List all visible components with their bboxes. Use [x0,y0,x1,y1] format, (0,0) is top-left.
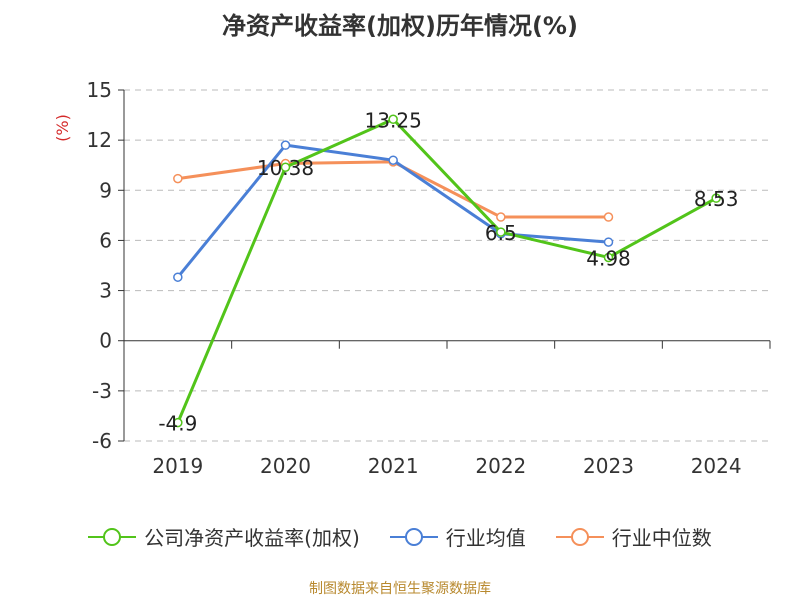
x-tick-label: 2021 [368,454,419,478]
legend-item-company[interactable]: 公司净资产收益率(加权) [88,522,360,551]
chart-plot: 15 12 9 6 3 0 -3 -6 (%) 2019 2020 2021 2022 2023 2024 -… [53,78,771,478]
series-line-company [176,117,717,424]
chart-title: 净资产收益率(加权)历年情况(%) [222,12,578,40]
y-tick-label: 15 [87,78,112,102]
data-label: 10.38 [257,156,314,180]
data-label: -4.9 [158,412,197,436]
x-tick-label: 2020 [260,454,311,478]
x-tick-label: 2019 [152,454,203,478]
data-point-company [173,417,183,428]
data-point-industry-mean [603,237,614,247]
data-point-company [603,252,614,263]
data-label: 6.5 [485,221,517,245]
y-tick-label: 0 [99,329,112,353]
legend-marker-company [88,527,137,546]
data-point-industry-median [496,212,506,222]
data-point-industry-mean [173,272,183,282]
y-tick-label: -3 [92,379,112,403]
data-point-industry-median [603,212,614,222]
legend-item-industry-median[interactable]: 行业中位数 [555,522,712,551]
y-tick-label: -6 [92,429,112,453]
data-point-industry-median [173,173,183,184]
data-label: 13.25 [365,108,422,132]
x-tick-label: 2023 [583,454,634,478]
source-note: 制图数据来自恒生聚源数据库 [309,581,491,597]
y-tick-label: 12 [87,128,112,152]
x-tick-label: 2022 [475,454,526,478]
chart-legend: 公司净资产收益率(加权) 行业均值 行业中位数 [0,522,800,551]
legend-label-company: 公司净资产收益率(加权) [144,526,360,550]
data-point-company [280,162,291,172]
data-label: 4.98 [586,246,631,270]
series-line-industry-median [177,160,609,219]
y-tick-label: 6 [99,228,112,252]
legend-label-industry-median: 行业中位数 [611,526,712,550]
y-axis-label: (%) [53,114,72,142]
legend-marker-industry-mean [389,527,438,546]
y-tick-label: 3 [99,279,112,303]
data-point-industry-mean [388,155,398,165]
legend-label-industry-mean: 行业均值 [445,526,526,550]
legend-marker-industry-median [555,527,604,546]
x-tick-label: 2024 [691,454,742,478]
data-point-company [388,114,398,124]
data-label: 8.53 [694,187,739,211]
data-point-company [496,227,506,237]
data-point-industry-mean [280,140,291,150]
data-point-company [711,193,721,203]
legend-item-industry-mean[interactable]: 行业均值 [389,522,526,551]
y-tick-label: 9 [99,178,112,202]
